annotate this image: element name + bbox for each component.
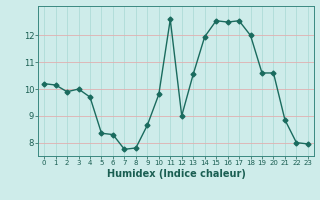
X-axis label: Humidex (Indice chaleur): Humidex (Indice chaleur) bbox=[107, 169, 245, 179]
